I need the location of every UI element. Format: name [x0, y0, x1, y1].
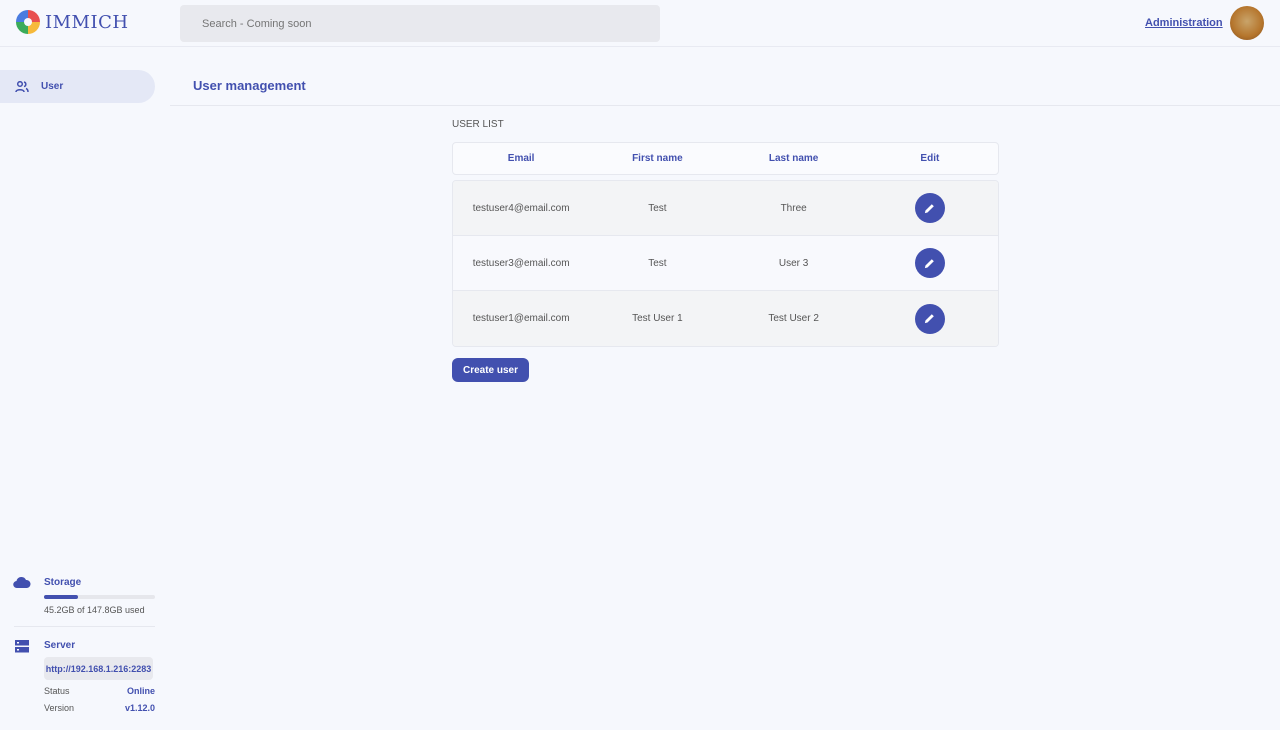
pencil-icon: [925, 203, 935, 213]
column-last-name: Last name: [768, 153, 819, 164]
create-user-button[interactable]: Create user: [452, 358, 529, 382]
immich-logo[interactable]: IMMICH: [16, 10, 129, 34]
storage-used-text: 45.2GB of 147.8GB used: [44, 605, 145, 615]
user-list-label: USER LIST: [452, 119, 504, 130]
server-title: Server: [44, 640, 76, 651]
storage-title: Storage: [44, 577, 82, 588]
first-name-cell: Test User 1: [632, 313, 683, 324]
edit-user-button[interactable]: [914, 248, 945, 278]
administration-link[interactable]: Administration: [1145, 17, 1223, 29]
server-url: http://192.168.1.216:2283: [44, 657, 153, 680]
server-version: Version v1.12.0: [44, 703, 155, 713]
sidebar-item-user[interactable]: User: [0, 70, 155, 103]
pencil-icon: [925, 258, 935, 268]
page-title: User management: [193, 78, 306, 93]
cloud-icon: [13, 576, 31, 589]
user-table: testuser4@email.com Test Three testuser3…: [452, 180, 999, 347]
table-header: Email First name Last name Edit: [452, 142, 999, 175]
column-first-name: First name: [632, 153, 683, 164]
users-icon: [15, 80, 29, 92]
table-row: testuser3@email.com Test User 3: [453, 236, 998, 291]
divider: [170, 105, 1280, 106]
email-cell: testuser1@email.com: [472, 313, 570, 324]
email-cell: testuser3@email.com: [472, 257, 570, 269]
first-name-cell: Test: [648, 202, 667, 214]
server-status: Status Online: [44, 686, 155, 696]
sidebar-item-label: User: [41, 81, 64, 92]
status-label: Status: [44, 686, 70, 696]
column-edit: Edit: [920, 153, 940, 164]
storage-usage-bar: [44, 595, 155, 599]
first-name-cell: Test: [648, 257, 667, 269]
edit-user-button[interactable]: [914, 303, 945, 334]
server-icon: [15, 640, 29, 653]
table-row: testuser4@email.com Test Three: [453, 181, 998, 236]
status-value: Online: [126, 686, 155, 696]
pencil-icon: [925, 314, 935, 324]
column-email: Email: [507, 153, 535, 164]
version-value: v1.12.0: [124, 703, 155, 713]
version-label: Version: [44, 703, 75, 713]
table-row: testuser1@email.com Test User 1 Test Use…: [453, 291, 998, 346]
edit-user-button[interactable]: [914, 193, 945, 223]
storage-usage-fill: [44, 595, 78, 599]
last-name-cell: Test User 2: [768, 313, 819, 324]
avatar[interactable]: [1230, 6, 1264, 40]
email-cell: testuser4@email.com: [472, 202, 570, 214]
logo-icon: [16, 10, 40, 34]
divider: [14, 626, 155, 627]
logo-text: IMMICH: [45, 11, 129, 33]
search-input[interactable]: [180, 5, 660, 42]
last-name-cell: Three: [780, 202, 807, 214]
top-bar: IMMICH Administration: [0, 0, 1280, 47]
last-name-cell: User 3: [778, 257, 809, 269]
